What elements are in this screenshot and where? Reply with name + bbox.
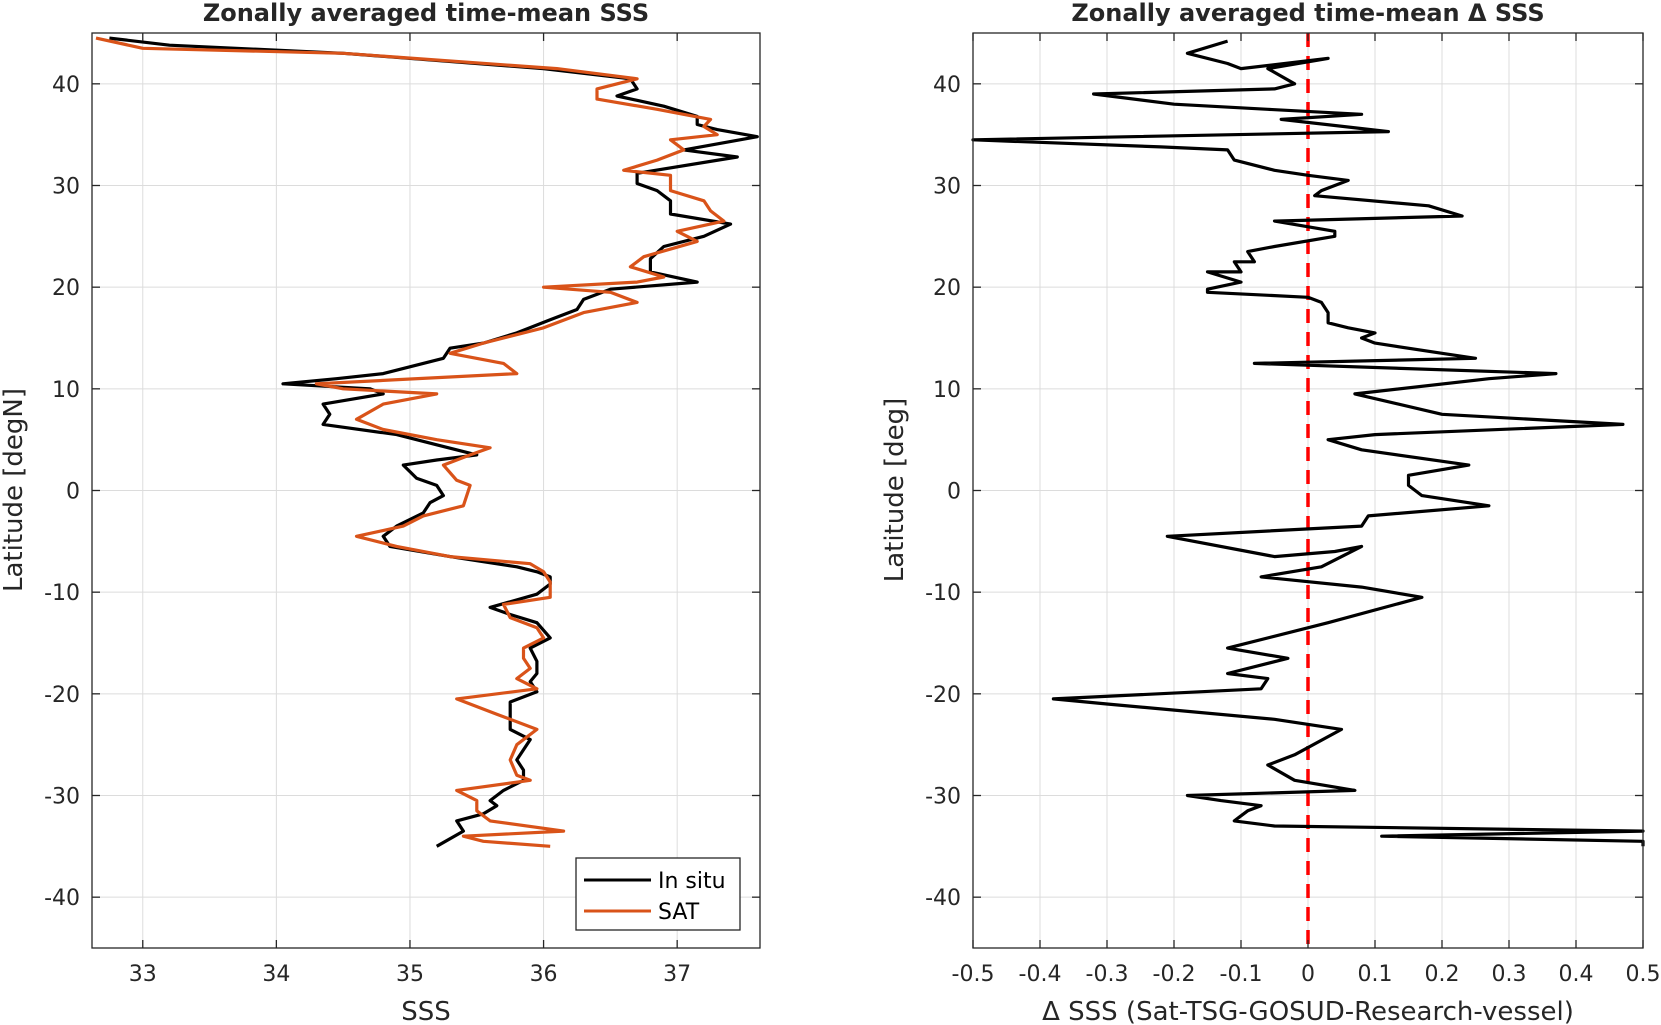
right-x-tick-label-0-2: 0.2 bbox=[1425, 962, 1460, 987]
left-y-tick-label-0: 0 bbox=[66, 480, 80, 505]
right-y-tick-label-10: 10 bbox=[933, 378, 961, 403]
right-y-tick-label-10: -10 bbox=[925, 581, 961, 606]
left-y-tick-label-30: 30 bbox=[52, 175, 80, 200]
left-y-tick-label-10: -10 bbox=[44, 581, 80, 606]
left-x-tick-label-35: 35 bbox=[396, 962, 424, 987]
legend-box bbox=[575, 857, 741, 931]
right-panel: Zonally averaged time-mean Δ SSS -0.5 -0.… bbox=[880, 0, 1661, 1025]
left-y-tick-label-40: -40 bbox=[44, 886, 80, 911]
right-x-tick-label-0: 0 bbox=[1301, 962, 1315, 987]
right-y-tick-label-20: 20 bbox=[933, 276, 961, 301]
legend: In situ SAT bbox=[575, 857, 741, 931]
left-series-group bbox=[95, 36, 759, 848]
left-y-tick-label-20: 20 bbox=[52, 276, 80, 301]
right-tick-labels: -0.5 -0.4 -0.3 -0.2 -0.1 0 0.1 0.2 0.3 0.4 0.5 -40 -… bbox=[925, 33, 1661, 987]
right-y-tick-label-40: 40 bbox=[933, 73, 961, 98]
right-y-axis-label: Latitude [deg] bbox=[880, 398, 910, 583]
right-x-axis-label: Δ SSS (Sat-TSG-GOSUD-Research-vessel) bbox=[1042, 997, 1574, 1025]
right-x-tick-label-0-3: 0.3 bbox=[1492, 962, 1527, 987]
left-x-tick-label-36: 36 bbox=[530, 962, 558, 987]
series-line-delta-0 bbox=[971, 39, 1645, 847]
left-y-axis-label: Latitude [degN] bbox=[0, 388, 29, 592]
right-x-tick-label-0-1: 0.1 bbox=[1358, 962, 1393, 987]
series-line-sat bbox=[95, 36, 726, 848]
left-x-tick-label-34: 34 bbox=[262, 962, 290, 987]
left-gridlines bbox=[92, 33, 760, 948]
right-y-tick-label-30: 30 bbox=[933, 175, 961, 200]
right-y-tick-label-40: -40 bbox=[925, 886, 961, 911]
left-y-tick-label-10: 10 bbox=[52, 378, 80, 403]
left-y-tick-label-40: 40 bbox=[52, 73, 80, 98]
right-x-tick-label-0-4: 0.4 bbox=[1559, 962, 1594, 987]
left-chart-title: Zonally averaged time-mean SSS bbox=[203, 0, 649, 27]
left-y-tick-label-30: -30 bbox=[44, 785, 80, 810]
left-x-axis-label: SSS bbox=[401, 997, 451, 1025]
right-y-tick-label-20: -20 bbox=[925, 683, 961, 708]
left-x-tick-label-37: 37 bbox=[663, 962, 691, 987]
right-gridlines bbox=[972, 33, 1644, 948]
legend-label-sat: SAT bbox=[658, 900, 700, 925]
right-x-tick-label-0-3: -0.3 bbox=[1086, 962, 1129, 987]
right-chart-title: Zonally averaged time-mean Δ SSS bbox=[1071, 0, 1544, 27]
right-x-tick-label-0-4: -0.4 bbox=[1019, 962, 1062, 987]
right-y-tick-label-0: 0 bbox=[947, 480, 961, 505]
right-x-tick-label-0-1: -0.1 bbox=[1220, 962, 1263, 987]
right-series-group bbox=[971, 39, 1645, 847]
right-y-tick-label-30: -30 bbox=[925, 785, 961, 810]
left-panel: Zonally averaged time-mean SSS 33 34 35 36 3… bbox=[0, 0, 761, 1025]
right-x-tick-label-0-5: -0.5 bbox=[952, 962, 995, 987]
left-x-tick-label-33: 33 bbox=[129, 962, 157, 987]
legend-label-in-situ: In situ bbox=[658, 869, 726, 894]
right-x-tick-label-0-5: 0.5 bbox=[1626, 962, 1661, 987]
series-line-in-situ bbox=[109, 36, 759, 848]
left-y-tick-label-20: -20 bbox=[44, 683, 80, 708]
right-x-tick-label-0-2: -0.2 bbox=[1153, 962, 1196, 987]
left-tick-labels: 33 34 35 36 37 -40 -30 -20 -10 0 10 20 30 40 bbox=[44, 33, 760, 987]
